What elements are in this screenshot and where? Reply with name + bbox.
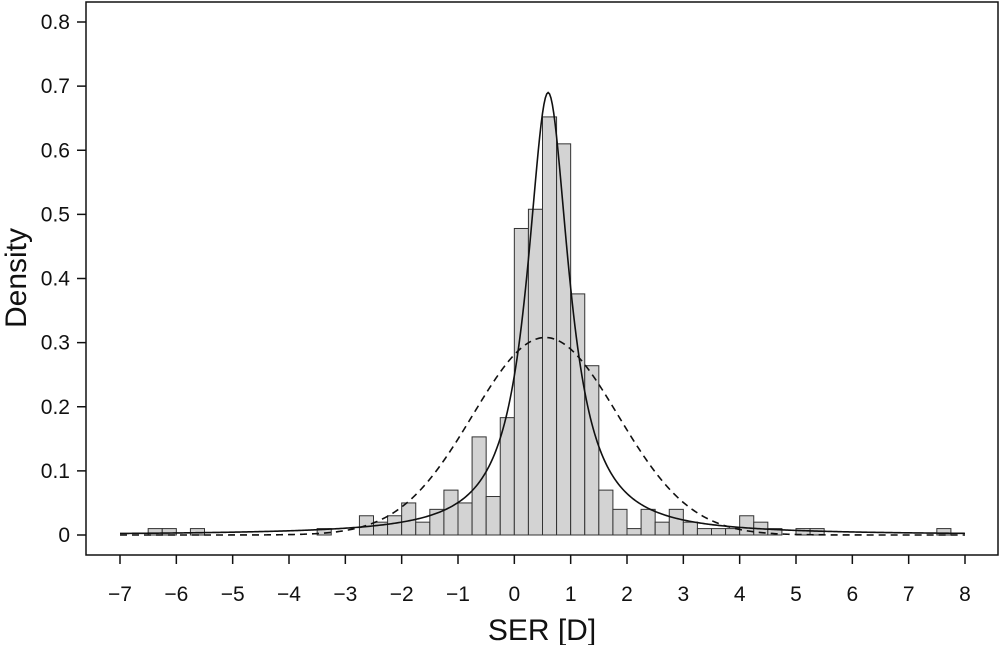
x-tick-label: −6	[164, 583, 188, 606]
x-tick-label: −1	[446, 583, 470, 606]
histogram-bar	[682, 521, 698, 536]
x-tick-label: −4	[277, 583, 301, 606]
histogram-bar	[640, 508, 656, 536]
x-tick-label: −7	[108, 583, 132, 606]
histogram-bar	[598, 489, 614, 536]
x-tick-label: 1	[565, 583, 577, 606]
histogram-bar	[542, 116, 558, 536]
x-tick-label: −5	[221, 583, 245, 606]
x-tick-label: 4	[734, 583, 746, 606]
x-tick-label: 3	[677, 583, 689, 606]
y-axis-title: Density	[0, 228, 33, 328]
y-tick-label: 0	[58, 524, 70, 547]
histogram-bar	[654, 521, 670, 536]
y-axis: 0 0.1 0.2 0.3 0.4 0.5 0.6 0.7 0.8	[41, 11, 86, 547]
histogram-bar	[401, 502, 417, 536]
histogram-bar	[696, 528, 712, 536]
histogram-bar	[387, 515, 403, 536]
solid-density-curve	[119, 91, 966, 535]
histogram-bar	[415, 521, 431, 536]
histogram-bar	[556, 143, 572, 536]
x-tick-label: −3	[333, 583, 357, 606]
y-tick-label: 0.6	[41, 139, 70, 162]
x-tick-label: 7	[903, 583, 915, 606]
x-axis-title: SER [D]	[488, 614, 596, 645]
histogram-bar	[527, 208, 543, 536]
histogram-bar	[711, 528, 727, 536]
histogram-bar	[767, 528, 783, 536]
histogram-bar	[161, 528, 177, 536]
histogram-bar	[189, 528, 205, 536]
y-tick-label: 0.3	[41, 332, 70, 355]
histogram-bar	[443, 489, 459, 536]
y-tick-label: 0.5	[41, 203, 70, 226]
histogram-bars	[147, 116, 952, 536]
x-tick-label: −2	[390, 583, 414, 606]
x-tick-label: 6	[846, 583, 858, 606]
histogram-bar	[471, 436, 487, 536]
histogram-bar	[668, 508, 684, 536]
histogram-bar	[570, 293, 586, 536]
y-tick-label: 0.8	[41, 11, 70, 34]
x-axis: −7 −6 −5 −4 −3 −2 −1 0 1 2 3 4 5 6 7 8	[108, 555, 971, 606]
histogram-bar	[485, 496, 501, 536]
histogram-bar	[612, 508, 628, 536]
x-tick-label: 2	[621, 583, 633, 606]
histogram-bar	[499, 417, 515, 536]
density-curves	[119, 91, 966, 536]
dashed-density-curve	[120, 336, 965, 536]
histogram-bar	[457, 502, 473, 536]
x-tick-label: 8	[959, 583, 971, 606]
y-tick-label: 0.2	[41, 396, 70, 419]
histogram-bar	[626, 528, 642, 536]
x-tick-label: 5	[790, 583, 802, 606]
histogram-bar	[316, 528, 332, 536]
y-tick-label: 0.4	[41, 268, 71, 291]
histogram-bar	[147, 528, 163, 536]
y-tick-label: 0.1	[41, 460, 70, 483]
x-tick-label: 0	[508, 583, 520, 606]
y-tick-label: 0.7	[41, 75, 70, 98]
histogram-bar	[936, 528, 952, 536]
histogram-bar	[584, 365, 600, 536]
